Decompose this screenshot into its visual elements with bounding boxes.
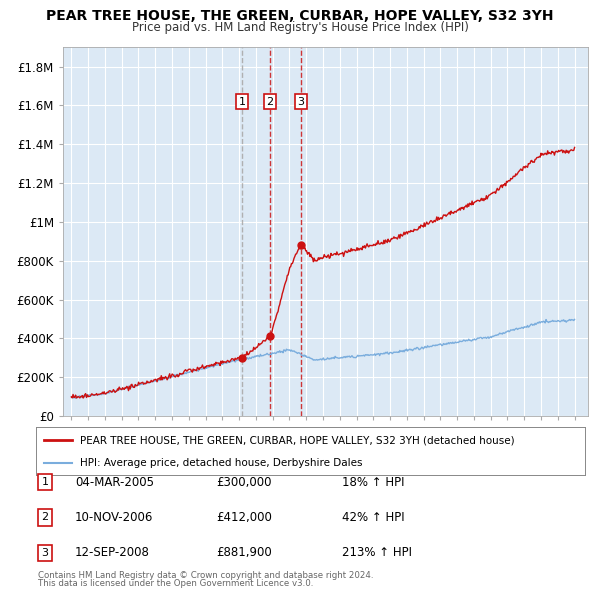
Text: 10-NOV-2006: 10-NOV-2006 xyxy=(75,511,154,524)
Text: Contains HM Land Registry data © Crown copyright and database right 2024.: Contains HM Land Registry data © Crown c… xyxy=(38,571,373,580)
Text: £881,900: £881,900 xyxy=(216,546,272,559)
Text: £412,000: £412,000 xyxy=(216,511,272,524)
Text: £300,000: £300,000 xyxy=(216,476,271,489)
Text: 18% ↑ HPI: 18% ↑ HPI xyxy=(342,476,404,489)
Text: This data is licensed under the Open Government Licence v3.0.: This data is licensed under the Open Gov… xyxy=(38,579,313,588)
Text: Price paid vs. HM Land Registry's House Price Index (HPI): Price paid vs. HM Land Registry's House … xyxy=(131,21,469,34)
Text: 04-MAR-2005: 04-MAR-2005 xyxy=(75,476,154,489)
Text: 12-SEP-2008: 12-SEP-2008 xyxy=(75,546,150,559)
Text: PEAR TREE HOUSE, THE GREEN, CURBAR, HOPE VALLEY, S32 3YH: PEAR TREE HOUSE, THE GREEN, CURBAR, HOPE… xyxy=(46,9,554,24)
Text: 1: 1 xyxy=(238,97,245,107)
Text: 42% ↑ HPI: 42% ↑ HPI xyxy=(342,511,404,524)
Text: 3: 3 xyxy=(41,548,49,558)
Text: 213% ↑ HPI: 213% ↑ HPI xyxy=(342,546,412,559)
Text: HPI: Average price, detached house, Derbyshire Dales: HPI: Average price, detached house, Derb… xyxy=(80,458,362,468)
Text: PEAR TREE HOUSE, THE GREEN, CURBAR, HOPE VALLEY, S32 3YH (detached house): PEAR TREE HOUSE, THE GREEN, CURBAR, HOPE… xyxy=(80,435,515,445)
Text: 3: 3 xyxy=(298,97,305,107)
Text: 2: 2 xyxy=(266,97,274,107)
Text: 1: 1 xyxy=(41,477,49,487)
Text: 2: 2 xyxy=(41,513,49,522)
